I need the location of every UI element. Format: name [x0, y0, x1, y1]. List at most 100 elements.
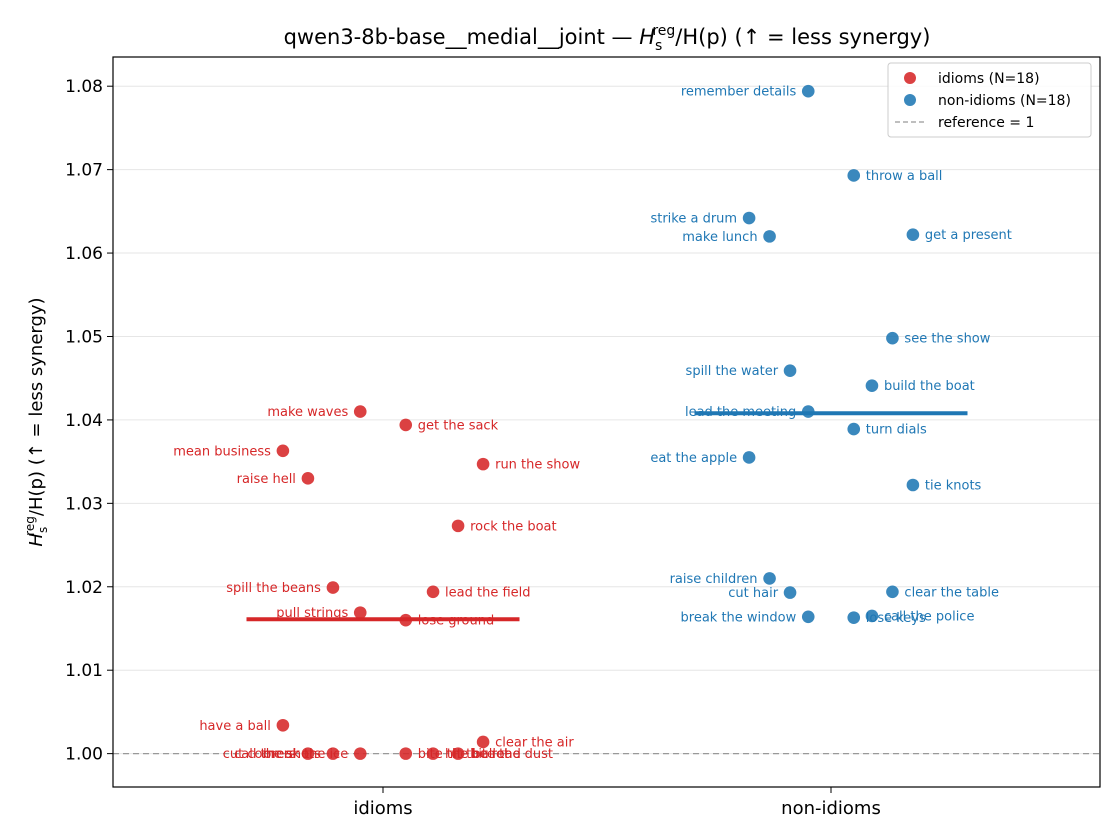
point-label-spill-the-water: spill the water: [686, 364, 779, 379]
legend: idioms (N=18) non-idioms (N=18) reference …: [887, 62, 1092, 138]
point-turn-dials: [847, 422, 861, 436]
point-label-hit-the-road: hit the road: [445, 747, 521, 762]
chart-title: qwen3-8b-base__medial__joint — Hsreg/H(p…: [284, 23, 931, 54]
point-run-the-show: [476, 457, 490, 471]
legend-marker-idioms: [904, 72, 916, 84]
y-tick-label: 1.06: [65, 244, 103, 264]
point-label-call-the-shots: call the shots: [234, 747, 321, 762]
point-label-break-the-ice: break the ice: [263, 747, 348, 762]
y-tick-label: 1.03: [65, 494, 103, 514]
point-call-the-police: [865, 609, 879, 623]
median-layer: [246, 411, 968, 622]
y-tick-label: 1.04: [65, 411, 103, 431]
point-label-break-the-window: break the window: [681, 610, 797, 625]
legend-label-idioms: idioms (N=18): [938, 71, 1040, 87]
plot-frame: [112, 56, 1101, 788]
point-label-lose-keys: lose keys: [866, 611, 926, 626]
point-label-get-a-present: get a present: [925, 228, 1012, 243]
y-tick-label: 1.00: [65, 745, 103, 765]
point-mean-business: [276, 444, 290, 458]
point-label-raise-hell: raise hell: [237, 472, 296, 487]
point-clear-the-air: [476, 735, 490, 749]
point-get-the-sack: [399, 418, 413, 432]
point-label-remember-details: remember details: [681, 85, 797, 100]
point-label-have-a-ball: have a ball: [199, 719, 271, 734]
point-cut-corners: [301, 747, 315, 760]
point-label-cut-hair: cut hair: [728, 586, 778, 601]
point-label-tie-knots: tie knots: [925, 478, 982, 493]
point-break-the-ice: [353, 747, 367, 760]
point-label-pull-strings: pull strings: [276, 606, 348, 621]
y-axis-label: Hsreg/H(p) (↑ = less synergy): [23, 297, 50, 546]
gridlines: [113, 85, 1100, 755]
y-tick-label: 1.01: [65, 661, 103, 681]
point-make-lunch: [763, 230, 776, 243]
point-make-waves: [353, 405, 367, 418]
x-tick-label-non-idioms: non-idioms: [781, 798, 881, 819]
legend-box: [887, 62, 1092, 138]
y-tick-label: 1.08: [65, 77, 103, 97]
point-cut-hair: [783, 586, 797, 599]
x-axis: idioms non-idioms: [353, 787, 881, 819]
point-remember-details: [801, 84, 815, 98]
labels-layer: make waves get the sack mean business raise…: [173, 85, 1012, 762]
y-tick-label: 1.07: [65, 161, 103, 181]
point-lead-the-field: [426, 585, 440, 599]
point-break-the-window: [801, 610, 815, 624]
point-lead-the-meeting: [801, 405, 815, 418]
point-hit-the-road: [426, 747, 440, 760]
point-spill-the-water: [783, 364, 797, 377]
point-label-lose-ground: lose ground: [418, 614, 494, 629]
point-bite-the-dust: [451, 747, 465, 760]
y-axis: 1.00 1.01 1.02 1.03 1.04 1.05 1.06 1.07 1.08: [65, 77, 113, 765]
point-label-get-the-sack: get the sack: [418, 418, 499, 433]
x-tick-label-idioms: idioms: [353, 798, 412, 819]
point-label-raise-children: raise children: [670, 572, 758, 587]
point-lose-keys: [847, 611, 861, 624]
point-label-turn-dials: turn dials: [866, 423, 927, 438]
point-label-call-the-police: call the police: [884, 609, 975, 624]
point-eat-the-apple: [742, 451, 756, 464]
point-label-spill-the-beans: spill the beans: [226, 581, 321, 596]
point-see-the-show: [886, 331, 899, 345]
point-spill-the-beans: [326, 581, 340, 594]
point-label-run-the-show: run the show: [495, 458, 580, 473]
point-rock-the-boat: [451, 519, 465, 533]
y-tick-label: 1.05: [65, 327, 103, 347]
points-layer: [276, 84, 920, 760]
point-get-a-present: [906, 228, 920, 242]
point-label-eat-the-apple: eat the apple: [650, 451, 737, 466]
legend-label-reference: reference = 1: [938, 115, 1034, 131]
point-label-rock-the-boat: rock the boat: [470, 519, 557, 534]
point-label-bite-the-bullet: bite the bullet: [418, 747, 509, 762]
point-label-see-the-show: see the show: [904, 332, 990, 347]
point-label-make-lunch: make lunch: [682, 230, 757, 245]
point-label-mean-business: mean business: [173, 444, 271, 459]
point-tie-knots: [906, 478, 920, 492]
point-label-throw-a-ball: throw a ball: [866, 169, 943, 184]
point-label-build-the-boat: build the boat: [884, 379, 975, 394]
point-throw-a-ball: [847, 169, 861, 182]
legend-marker-non-idioms: [904, 94, 916, 106]
point-bite-the-bullet: [399, 747, 413, 760]
point-label-strike-a-drum: strike a drum: [650, 212, 737, 227]
point-clear-the-table: [886, 585, 899, 599]
point-pull-strings: [353, 606, 367, 619]
y-tick-label: 1.02: [65, 578, 103, 598]
point-call-the-shots: [326, 747, 340, 760]
point-label-lead-the-meeting: lead the meeting: [685, 405, 796, 420]
point-raise-hell: [301, 472, 315, 485]
point-label-clear-the-air: clear the air: [495, 735, 574, 750]
point-label-lead-the-field: lead the field: [445, 585, 530, 600]
point-label-clear-the-table: clear the table: [904, 585, 999, 600]
point-label-make-waves: make waves: [267, 405, 348, 420]
point-label-bite-the-dust: bite the dust: [470, 747, 553, 762]
point-lose-ground: [399, 613, 413, 627]
point-build-the-boat: [865, 379, 879, 393]
point-strike-a-drum: [742, 211, 756, 225]
point-label-cut-corners: cut corners: [223, 747, 296, 762]
point-raise-children: [763, 572, 776, 585]
legend-label-non-idioms: non-idioms (N=18): [938, 93, 1071, 109]
point-have-a-ball: [276, 718, 290, 732]
